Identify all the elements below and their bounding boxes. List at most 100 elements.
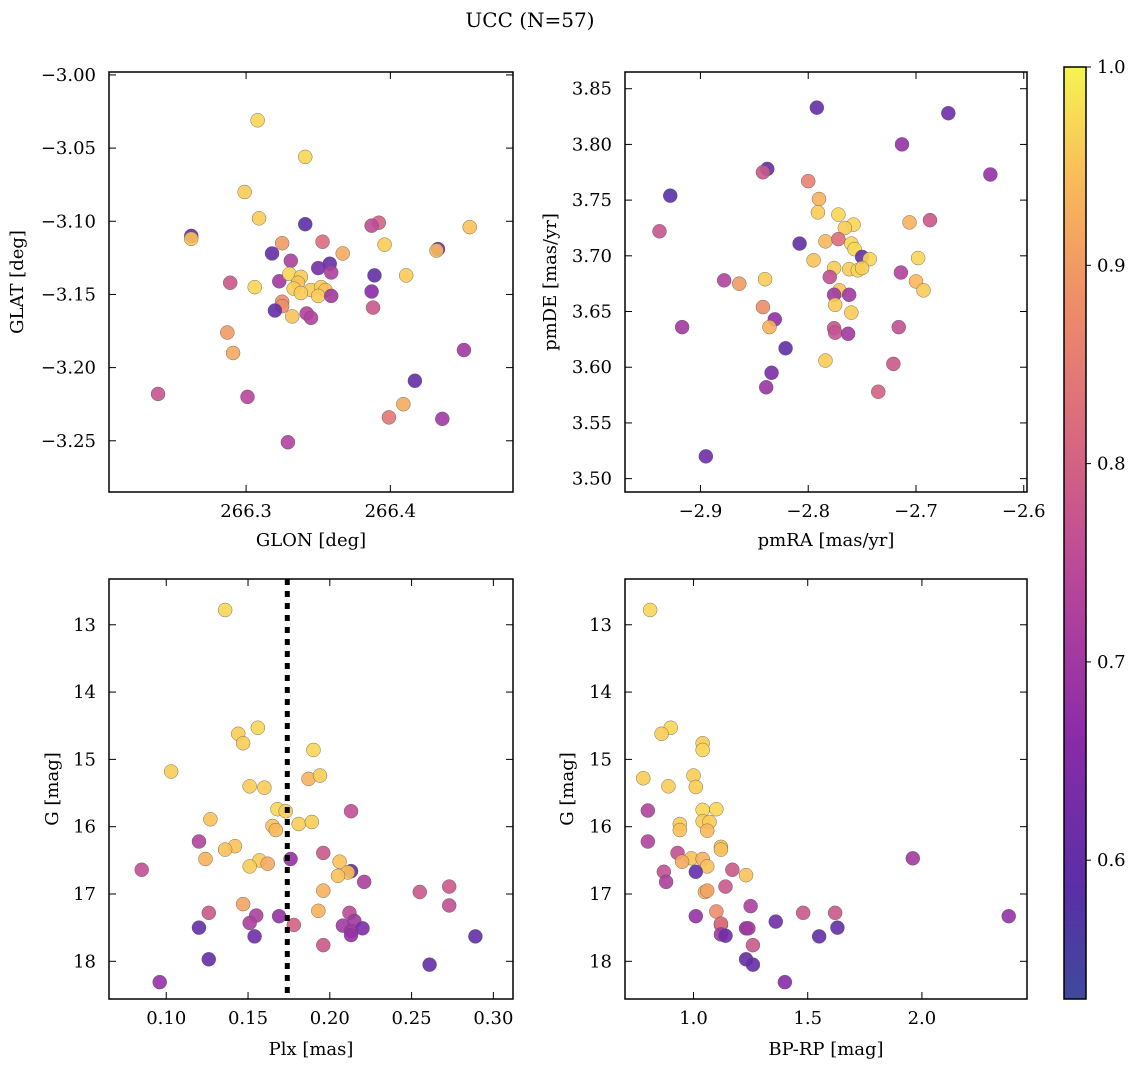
data-point <box>134 862 149 877</box>
data-point <box>201 905 216 921</box>
data-point <box>220 325 235 340</box>
panel-plx-g-points <box>134 602 483 990</box>
data-point <box>757 272 773 287</box>
data-point <box>778 341 793 356</box>
colorbar-tick-label: 0.9 <box>1097 255 1126 276</box>
x-tick-label: −2.9 <box>679 501 723 522</box>
data-point <box>688 864 704 879</box>
data-point <box>831 207 846 222</box>
data-point <box>316 845 331 861</box>
data-point <box>283 253 298 268</box>
y-tick-label: 13 <box>73 615 96 636</box>
data-point <box>713 842 729 857</box>
data-point <box>286 917 302 933</box>
data-point <box>1001 909 1016 924</box>
data-point <box>285 309 300 324</box>
data-point <box>811 929 827 944</box>
data-point <box>298 216 313 232</box>
y-tick-label: 16 <box>73 817 96 838</box>
data-point <box>916 283 931 298</box>
data-point <box>905 851 920 866</box>
data-point <box>654 726 669 742</box>
y-tick-label: 14 <box>73 682 96 703</box>
y-tick-label: 16 <box>589 817 612 838</box>
data-point <box>661 779 676 794</box>
data-point <box>741 921 756 936</box>
panel-cmd-points <box>636 602 1016 990</box>
data-point <box>311 288 326 304</box>
data-point <box>764 365 779 380</box>
data-point <box>709 904 724 919</box>
data-point <box>698 449 714 464</box>
y-tick-label: 3.50 <box>572 469 612 490</box>
data-point <box>257 780 272 795</box>
data-point <box>235 896 251 912</box>
y-tick-label: −3.10 <box>41 211 96 232</box>
data-point <box>871 384 886 399</box>
data-point <box>688 779 704 795</box>
data-point <box>674 319 690 335</box>
data-point <box>811 191 827 207</box>
data-point <box>367 268 382 283</box>
data-point <box>235 736 251 751</box>
x-tick-label: 0.20 <box>310 1008 350 1029</box>
data-point <box>695 742 710 758</box>
data-point <box>304 814 320 830</box>
data-point <box>738 867 754 883</box>
data-point <box>293 285 309 301</box>
data-point <box>381 410 397 425</box>
data-point <box>324 265 339 280</box>
data-point <box>718 879 733 894</box>
data-point <box>902 215 917 230</box>
data-point <box>225 345 241 361</box>
data-point <box>316 883 331 898</box>
data-point <box>150 386 166 402</box>
ylabel-g-left: G [mag] <box>42 752 63 825</box>
data-point <box>827 325 843 340</box>
data-point <box>844 305 859 320</box>
data-point <box>240 389 255 405</box>
data-point <box>795 905 811 921</box>
data-point <box>264 246 280 261</box>
data-point <box>700 823 715 838</box>
data-point <box>442 898 457 913</box>
ylabel-pmde: pmDE [mas/yr] <box>540 213 561 351</box>
data-point <box>745 957 761 972</box>
data-point <box>827 905 843 921</box>
data-point <box>801 173 816 189</box>
data-point <box>435 411 450 427</box>
data-point <box>251 211 267 226</box>
data-point <box>792 236 807 251</box>
data-point <box>184 231 199 247</box>
data-point <box>332 854 347 869</box>
data-point <box>191 920 207 935</box>
data-point <box>640 834 656 849</box>
colorbar-gradient <box>1063 66 1087 1000</box>
x-tick-label: 1.5 <box>793 1008 822 1029</box>
data-point <box>191 834 207 849</box>
data-point <box>891 319 906 335</box>
xlabel-glon: GLON [deg] <box>256 530 366 551</box>
data-point <box>247 929 262 944</box>
y-tick-label: 3.55 <box>572 413 612 434</box>
data-point <box>841 287 857 303</box>
data-point <box>755 165 771 180</box>
data-point <box>745 937 761 953</box>
data-point <box>247 279 262 295</box>
x-tick-label: −2.8 <box>786 501 830 522</box>
x-tick-label: −2.7 <box>894 501 938 522</box>
y-tick-label: 17 <box>589 884 612 905</box>
data-point <box>364 284 379 299</box>
data-point <box>762 319 777 335</box>
y-tick-label: −3.20 <box>41 358 96 379</box>
data-point <box>810 205 826 220</box>
x-tick-label: 2.0 <box>908 1008 937 1029</box>
data-point <box>854 260 870 276</box>
data-point <box>152 974 167 990</box>
data-point <box>250 113 265 128</box>
data-point <box>377 237 392 252</box>
data-point <box>306 742 321 758</box>
data-point <box>768 914 783 929</box>
data-point <box>674 854 690 869</box>
